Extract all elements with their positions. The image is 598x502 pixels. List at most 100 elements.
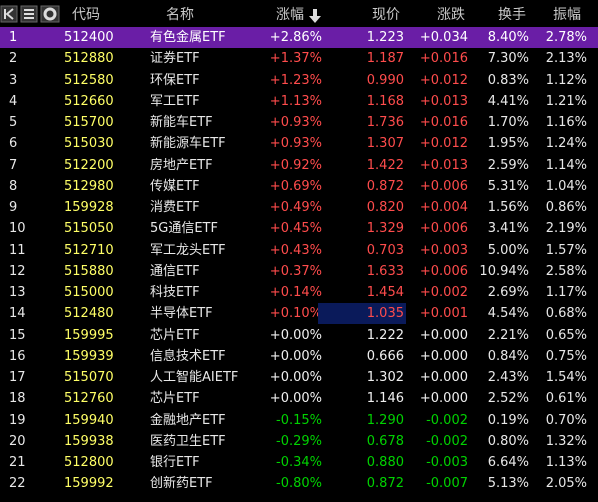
- turnover: 0.84%: [487, 348, 529, 364]
- amplitude: 2.58%: [545, 263, 587, 279]
- row[interactable]: 7 512200 房地产ETF +0.92% 1.422 +0.013 2.59% 1.14%: [0, 155, 598, 176]
- amplitude: 0.70%: [545, 412, 587, 428]
- change-percent: +0.10%: [269, 306, 322, 322]
- row[interactable]: 11 512710 军工龙头ETF +0.43% 0.703 +0.003 5.00% 1.5…: [0, 240, 598, 261]
- turnover: 0.80%: [487, 433, 529, 449]
- row-index: 13: [9, 285, 26, 300]
- code: 159938: [64, 433, 114, 449]
- row-index: 7: [9, 157, 18, 173]
- row[interactable]: 2 512880 证券ETF +1.37% 1.187 +0.016 7.30% 2.13%: [0, 48, 598, 69]
- turnover: 1.95%: [487, 136, 529, 152]
- name: 芯片ETF: [150, 391, 200, 407]
- price: 0.880: [366, 455, 404, 470]
- code: 512980: [64, 178, 114, 194]
- amplitude: 1.16%: [545, 115, 587, 130]
- turnover: 1.56%: [487, 200, 529, 215]
- price: 0.820: [366, 200, 404, 215]
- price: 1.035: [318, 303, 406, 325]
- amplitude: 2.05%: [545, 476, 587, 492]
- row[interactable]: 22 159992 创新药ETF -0.80% 0.872 -0.007 5.13% 2.05…: [0, 473, 598, 494]
- change-percent: +0.00%: [269, 370, 322, 385]
- amplitude: 0.75%: [545, 348, 587, 364]
- row-index: 14: [9, 306, 26, 322]
- change-percent: +1.37%: [269, 51, 322, 67]
- row[interactable]: 18 512760 芯片ETF +0.00% 1.146 +0.000 2.52% 0.61%: [0, 388, 598, 409]
- code: 159992: [64, 476, 114, 492]
- code: 515050: [64, 221, 114, 237]
- sort-arrow: [309, 9, 321, 23]
- name: 银行ETF: [150, 455, 200, 470]
- row[interactable]: 1 512400 有色金属ETF +2.86% 1.223 +0.034 8.40% 2.78…: [0, 27, 598, 48]
- column-header[interactable]: 名称: [166, 7, 194, 23]
- turnover: 3.41%: [487, 221, 529, 237]
- price: 1.146: [366, 391, 404, 407]
- column-header[interactable]: 涨幅: [276, 7, 304, 23]
- amplitude: 2.19%: [545, 221, 587, 237]
- change-percent: -0.15%: [276, 412, 322, 428]
- name: 环保ETF: [150, 72, 200, 88]
- column-header[interactable]: 现价: [372, 7, 400, 23]
- row[interactable]: 14 512480 半导体ETF +0.10% 1.035 +0.001 4.54% 0.68…: [0, 303, 598, 325]
- price: 0.872: [366, 476, 404, 492]
- amplitude: 1.54%: [545, 370, 587, 385]
- turnover: 8.40%: [487, 30, 529, 45]
- name: 军工ETF: [150, 93, 200, 109]
- turnover: 2.52%: [487, 391, 529, 407]
- amplitude: 1.12%: [545, 72, 587, 88]
- turnover: 5.31%: [487, 178, 529, 194]
- change-percent: +0.37%: [269, 263, 322, 279]
- amplitude: 2.13%: [545, 51, 587, 67]
- price: 1.422: [366, 157, 404, 173]
- row[interactable]: 6 515030 新能源车ETF +0.93% 1.307 +0.012 1.95% 1.24…: [0, 133, 598, 154]
- code: 512580: [64, 72, 114, 88]
- row-index: 15: [9, 327, 26, 343]
- row-index: 6: [9, 136, 18, 152]
- row[interactable]: 5 515700 新能车ETF +0.93% 1.736 +0.016 1.70% 1.16%: [0, 112, 598, 133]
- amplitude: 0.68%: [545, 306, 587, 322]
- turnover: 0.83%: [487, 72, 529, 88]
- name: 新能源车ETF: [150, 136, 226, 152]
- price: 0.678: [366, 433, 404, 449]
- change: +0.034: [419, 30, 468, 45]
- amplitude: 0.61%: [545, 391, 587, 407]
- code: 512760: [64, 391, 114, 407]
- row-index: 4: [9, 93, 18, 109]
- row[interactable]: 20 159938 医药卫生ETF -0.29% 0.678 -0.002 0.80% 1.3…: [0, 431, 598, 452]
- change: +0.004: [419, 200, 468, 215]
- change-percent: +0.49%: [269, 200, 322, 215]
- price: 1.307: [366, 136, 404, 152]
- row[interactable]: 21 512800 银行ETF -0.34% 0.880 -0.003 6.64% 1.13%: [0, 452, 598, 473]
- name: 有色金属ETF: [150, 30, 226, 45]
- column-header[interactable]: 代码: [72, 7, 100, 23]
- column-header[interactable]: 振幅: [553, 7, 581, 23]
- change-percent: +0.14%: [269, 285, 322, 300]
- row-index: 17: [9, 370, 26, 385]
- row[interactable]: 16 159939 信息技术ETF +0.00% 0.666 +0.000 0.84% 0.7…: [0, 346, 598, 367]
- row[interactable]: 12 515880 通信ETF +0.37% 1.633 +0.006 10.94% 2.58…: [0, 261, 598, 282]
- row[interactable]: 17 515070 人工智能AIETF +0.00% 1.302 +0.000 2.43% 1…: [0, 367, 598, 388]
- row[interactable]: 8 512980 传媒ETF +0.69% 0.872 +0.006 5.31% 1.04%: [0, 176, 598, 197]
- change: +0.006: [419, 263, 468, 279]
- name: 5G通信ETF: [150, 221, 218, 237]
- row[interactable]: 15 159995 芯片ETF +0.00% 1.222 +0.000 2.21% 0.65%: [0, 325, 598, 346]
- amplitude: 1.17%: [545, 285, 587, 300]
- column-header[interactable]: 换手: [498, 7, 526, 23]
- amplitude: 1.14%: [545, 157, 587, 173]
- code: 515070: [64, 370, 114, 385]
- price: 1.329: [366, 221, 404, 237]
- change-percent: +0.00%: [269, 348, 322, 364]
- row[interactable]: 9 159928 消费ETF +0.49% 0.820 +0.004 1.56% 0.86%: [0, 197, 598, 218]
- row[interactable]: 3 512580 环保ETF +1.23% 0.990 +0.012 0.83% 1.12%: [0, 70, 598, 91]
- change: +0.000: [419, 370, 468, 385]
- row[interactable]: 13 515000 科技ETF +0.14% 1.454 +0.002 2.69% 1.17%: [0, 282, 598, 303]
- column-header[interactable]: 涨跌: [437, 7, 465, 23]
- change: -0.007: [426, 476, 468, 492]
- price: 1.736: [366, 115, 404, 130]
- row[interactable]: 10 515050 5G通信ETF +0.45% 1.329 +0.006 3.41% 2.1…: [0, 218, 598, 239]
- row[interactable]: 19 159940 金融地产ETF -0.15% 1.290 -0.002 0.19% 0.7…: [0, 410, 598, 431]
- turnover: 5.00%: [487, 242, 529, 258]
- row-index: 12: [9, 263, 26, 279]
- change: -0.002: [426, 412, 468, 428]
- price: 0.990: [366, 72, 404, 88]
- row[interactable]: 4 512660 军工ETF +1.13% 1.168 +0.013 4.41% 1.21%: [0, 91, 598, 112]
